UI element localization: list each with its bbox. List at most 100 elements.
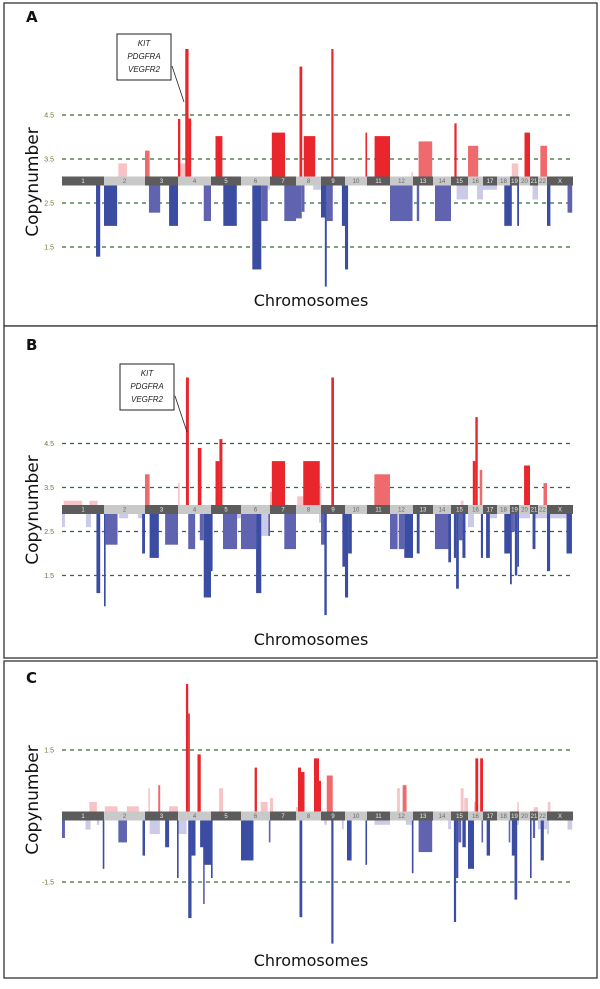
chromosome-label: 19 (511, 179, 518, 185)
gene-annotation-callout: KIT PDGFRA VEGFR2 (119, 363, 188, 433)
loss-segment-chr4 (188, 820, 192, 919)
gain-segment-chr5 (215, 461, 220, 505)
gene-name: PDGFRA (127, 52, 160, 61)
gain-segment-chr2 (104, 806, 118, 812)
chromosome-band-21 (530, 505, 538, 514)
chromosome-band-12 (390, 505, 413, 514)
chromosome-band-3 (145, 505, 178, 514)
loss-segment-chr21 (532, 820, 536, 838)
gain-segment-chr1 (63, 500, 83, 505)
chromosome-band-11 (367, 176, 390, 186)
loss-segment-chr5 (211, 514, 213, 572)
chromosome-band-4 (178, 176, 211, 186)
chromosome-band-8 (296, 505, 321, 514)
gain-segment-chr4 (188, 713, 190, 812)
gain-segment-chr16 (475, 417, 478, 505)
loss-segment-chr21 (532, 514, 536, 550)
gain-segment-chr3 (145, 474, 150, 505)
y-tick-label: 1.5 (44, 748, 54, 755)
chromosome-label: 1 (81, 508, 85, 514)
loss-segment-chr9 (321, 185, 327, 218)
loss-segment-chr6 (252, 185, 262, 270)
loss-segment-chr21 (532, 185, 538, 200)
chromosome-label: 2 (123, 814, 127, 820)
chromosome-band-1 (62, 505, 104, 514)
chromosome-label: 10 (353, 179, 360, 185)
panel-b: B4.53.52.51.51 2 3 4 5 6 7 8 9 10 11 12 13 14 15 16 17 18… (3, 325, 598, 659)
chromosome-label: 20 (521, 508, 528, 514)
gain-segment-chr21 (533, 807, 538, 812)
loss-segment-chr13 (416, 514, 420, 554)
gain-segment-chr12 (397, 788, 400, 812)
gain-segment-chr1 (89, 801, 97, 812)
chromosome-band-13 (413, 505, 433, 514)
loss-segment-chr19 (514, 820, 518, 900)
gain-segment-chr16 (472, 461, 476, 505)
chromosome-label: 8 (307, 179, 311, 185)
loss-segment-chr4 (204, 820, 211, 865)
chromosome-band-14 (433, 176, 451, 186)
chromosome-label: 22 (539, 814, 546, 820)
gain-segment-chr9 (326, 775, 333, 812)
chromosome-band-17 (483, 811, 497, 821)
gain-segment-chr22 (543, 483, 547, 505)
chromosome-label: 4 (193, 508, 197, 514)
gain-segment-chr5 (219, 439, 223, 505)
chromosome-label: 14 (439, 814, 446, 820)
loss-segment-chr21 (530, 820, 532, 879)
chromosome-band-5 (211, 176, 241, 186)
loss-segment-chr22 (540, 820, 544, 861)
loss-segment-chr10 (346, 820, 352, 861)
gain-segment-chr11 (374, 136, 390, 177)
loss-segment-chrX (547, 820, 550, 835)
gain-segment-chr22 (540, 145, 547, 177)
x-axis-label: Chromosomes (254, 291, 369, 310)
loss-segment-chrX (567, 820, 573, 830)
y-tick-label: 1.5 (44, 573, 54, 580)
loss-segment-chr17 (489, 514, 497, 519)
loss-segment-chr14 (448, 820, 451, 830)
gain-segment-chr15 (464, 797, 468, 812)
chromosome-label: 20 (521, 179, 528, 185)
gain-segment-chr11 (374, 474, 390, 505)
loss-segment-chr2 (142, 820, 145, 856)
loss-segment-chr15 (453, 514, 457, 558)
chromosome-label: 12 (398, 508, 405, 514)
chromosome-label: 16 (472, 814, 479, 820)
gain-segment-chr16 (468, 145, 479, 177)
loss-segment-chr10 (365, 820, 368, 865)
gene-name: KIT (138, 39, 152, 48)
gain-segment-chr4 (188, 118, 192, 177)
gain-segment-chr4 (178, 118, 181, 177)
loss-segment-chr1 (85, 514, 91, 528)
loss-segment-chr21 (535, 514, 538, 519)
loss-segment-chr7 (284, 514, 296, 550)
y-tick-label: -1.5 (42, 880, 54, 887)
chromosome-band-21 (530, 176, 538, 186)
loss-segment-chr9 (324, 514, 327, 616)
loss-segment-chr2 (138, 514, 145, 519)
loss-segment-chr19 (511, 820, 515, 856)
loss-segment-chr16 (468, 514, 474, 528)
loss-segment-chr3 (148, 185, 161, 213)
callout-pointer-line (174, 395, 188, 433)
loss-segment-chr12 (404, 514, 413, 558)
gain-segment-chr4 (185, 684, 189, 812)
y-tick-label: 2.5 (44, 201, 54, 208)
gain-segment-chr16 (479, 469, 483, 505)
chromosome-band-1 (62, 176, 104, 186)
gene-name: VEGFR2 (128, 65, 161, 74)
gain-segment-chr7 (271, 132, 286, 177)
loss-segment-chr8 (313, 185, 321, 190)
loss-segment-chr9 (324, 820, 327, 825)
panel-a: A4.53.52.51.51 2 3 4 5 6 7 8 9 10 11 12 13 14 15 16 17 18… (3, 2, 598, 327)
loss-segment-chr2 (105, 514, 118, 545)
loss-segment-chr4 (203, 514, 211, 598)
gain-segment-chr5 (219, 788, 223, 812)
chromosome-band-19 (510, 811, 519, 821)
chromosome-band-10 (345, 505, 367, 514)
chromosome-band-13 (413, 176, 433, 186)
gain-segment-chr8 (298, 767, 301, 812)
chromosome-band-22 (538, 505, 547, 514)
loss-segment-chr17 (486, 820, 490, 856)
